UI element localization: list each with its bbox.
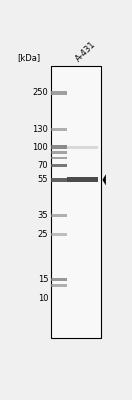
Text: A-431: A-431 (74, 40, 97, 64)
Text: [kDa]: [kDa] (18, 53, 41, 62)
Bar (51, 66, 101, 338)
Text: 35: 35 (38, 211, 48, 220)
Text: 55: 55 (38, 175, 48, 184)
Text: 10: 10 (38, 294, 48, 302)
Bar (51, 284, 67, 286)
Text: 15: 15 (38, 275, 48, 284)
Text: 250: 250 (32, 88, 48, 97)
Bar (67, 177, 98, 182)
Bar (51, 233, 67, 236)
Text: 25: 25 (38, 230, 48, 239)
Bar (51, 178, 67, 182)
Text: 130: 130 (32, 125, 48, 134)
Bar (67, 146, 98, 149)
Bar (51, 164, 67, 167)
Bar (51, 151, 67, 154)
Bar (51, 91, 67, 94)
Bar (51, 146, 67, 149)
Text: 70: 70 (38, 161, 48, 170)
Text: 100: 100 (32, 143, 48, 152)
Polygon shape (102, 174, 106, 186)
Bar (51, 278, 67, 281)
Bar (51, 214, 67, 217)
Bar (51, 156, 67, 159)
Bar (51, 128, 67, 131)
